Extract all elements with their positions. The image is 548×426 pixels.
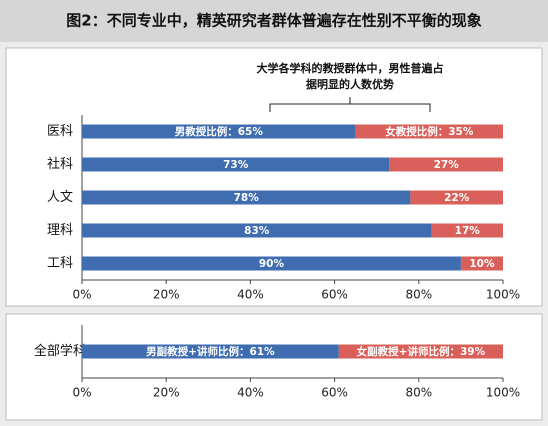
bar xyxy=(82,190,411,205)
bar xyxy=(338,344,503,359)
x-tick-label: 100% xyxy=(486,386,520,400)
chart-title: 图2：不同专业中，精英研究者群体普遍存在性别不平衡的现象 xyxy=(66,12,481,30)
x-tick-label: 80% xyxy=(405,288,432,302)
bar xyxy=(389,157,503,172)
bar xyxy=(82,124,356,139)
x-tick-label: 60% xyxy=(321,288,348,302)
data-label: 27% xyxy=(434,159,460,171)
data-label: 83% xyxy=(244,225,270,237)
data-label: 90% xyxy=(259,258,285,270)
x-tick-label: 100% xyxy=(486,288,520,302)
annotation-bracket xyxy=(269,97,431,112)
bar xyxy=(355,124,503,139)
x-tick-label: 80% xyxy=(405,386,432,400)
data-label: 17% xyxy=(455,225,481,237)
bar xyxy=(431,223,503,238)
x-tick-label: 20% xyxy=(153,288,180,302)
annotation: 大学各学科的教授群体中，男性普遍占 xyxy=(257,61,444,75)
data-label: 10% xyxy=(469,258,495,270)
x-tick-label: 0% xyxy=(72,288,91,302)
y-tick-label: 全部学科 xyxy=(34,343,86,359)
data-label: 男副教授+讲师比例：61% xyxy=(146,345,275,358)
y-tick-label: 医科 xyxy=(47,124,73,139)
data-label: 男教授比例：65% xyxy=(175,125,264,138)
x-tick-label: 0% xyxy=(72,386,91,400)
bar xyxy=(82,157,390,172)
bar xyxy=(82,223,432,238)
y-tick-label: 理科 xyxy=(47,223,73,238)
y-tick-label: 工科 xyxy=(47,256,73,271)
data-label: 女副教授+讲师比例：39% xyxy=(357,345,486,358)
bar xyxy=(410,190,503,205)
data-label: 22% xyxy=(444,192,470,204)
data-label: 女教授比例：35% xyxy=(385,125,474,138)
title-bar xyxy=(0,0,548,42)
bar xyxy=(460,256,503,271)
x-tick-label: 60% xyxy=(321,386,348,400)
x-tick-label: 40% xyxy=(237,288,264,302)
bar xyxy=(82,256,461,271)
panel xyxy=(5,313,543,421)
x-tick-label: 20% xyxy=(153,386,180,400)
bar xyxy=(82,344,339,359)
y-tick-label: 社科 xyxy=(47,156,73,172)
annotation: 据明显的人数优势 xyxy=(306,77,394,91)
x-tick-label: 40% xyxy=(237,386,264,400)
data-label: 73% xyxy=(223,159,249,171)
y-tick-label: 人文 xyxy=(47,190,73,205)
data-label: 78% xyxy=(234,192,260,204)
